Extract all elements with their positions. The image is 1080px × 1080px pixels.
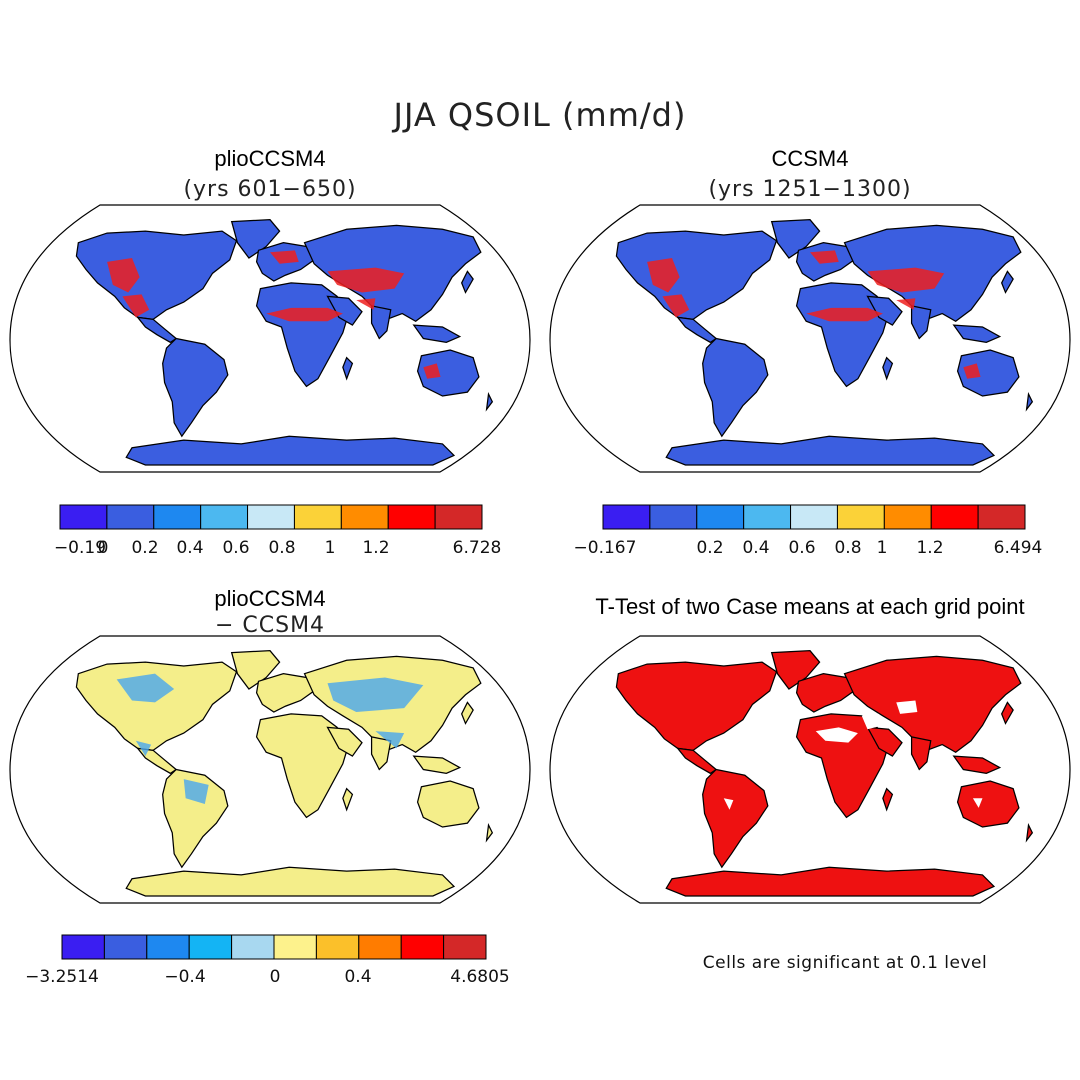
colorbar-swatch [106, 504, 155, 530]
colorbar: −3.2514 −0.4 0 0.4 4.6805 [25, 934, 510, 987]
colorbar-swatch [387, 504, 436, 530]
colorbar-tick-label: 4.6805 [450, 967, 509, 987]
colorbar: −0.167 0.2 0.4 0.6 0.8 1 1.2 6.494 [574, 504, 1043, 558]
colorbar-tick-label: 1 [877, 538, 888, 558]
colorbar-tick-label: 1 [325, 538, 336, 558]
colorbar-swatch [743, 504, 792, 530]
colorbar-tick-label: 6.728 [453, 538, 502, 558]
map-frame [549, 204, 1071, 473]
colorbar-swatch [649, 504, 698, 530]
colorbar-swatch [61, 934, 105, 960]
colorbar-tick-label: 0.8 [268, 538, 295, 558]
colorbar: −0.190 0.2 0.4 0.6 0.8 1 1.2 6.728 [54, 504, 502, 558]
colorbar-swatch [153, 504, 202, 530]
map-area [9, 204, 531, 473]
panel-diff: plioCCSM4 − CCSM4 −3.2514 −0.4 0 0.4 4.6805 [9, 586, 531, 987]
colorbar-swatch [696, 504, 745, 530]
colorbar-tick-label: −3.2514 [25, 967, 99, 987]
colorbar-swatch [836, 504, 885, 530]
map-frame [9, 204, 531, 473]
colorbar-swatch [273, 934, 317, 960]
panel-title: CCSM4 [771, 146, 848, 171]
colorbar-tick-label: 0.6 [788, 538, 815, 558]
colorbar-tick-label: 0.2 [696, 538, 723, 558]
map-frame [9, 635, 531, 904]
colorbar-swatch [400, 934, 445, 960]
colorbar-swatch [200, 504, 249, 530]
colorbar-tick-label: 6.494 [994, 538, 1043, 558]
colorbar-swatch [315, 934, 360, 960]
panel-subtitle: − CCSM4 [215, 613, 325, 638]
colorbar-tick-label: 0.4 [176, 538, 203, 558]
panel-title: plioCCSM4 [214, 146, 325, 171]
colorbar-tick-label: −0.19 [54, 538, 106, 558]
panel-ttest: T-Test of two Case means at each grid po… [549, 594, 1071, 973]
colorbar-swatch [434, 504, 483, 530]
colorbar-tick-label: 0.8 [834, 538, 861, 558]
significance-note: Cells are significant at 0.1 level [703, 953, 987, 973]
map-area [549, 204, 1071, 473]
panel-subtitle: (yrs 1251−1300) [708, 177, 911, 202]
map-frame [549, 635, 1071, 904]
colorbar-tick-label: 0.6 [222, 538, 249, 558]
map-area [9, 635, 531, 904]
panel-title: plioCCSM4 [214, 586, 325, 611]
colorbar-swatch [602, 504, 651, 530]
main-title: JJA QSOIL (mm/d) [392, 96, 687, 134]
colorbar-swatch [790, 504, 838, 530]
colorbar-swatch [231, 934, 275, 960]
panel-subtitle: (yrs 601−650) [183, 177, 356, 202]
colorbar-tick-label: −0.167 [574, 538, 637, 558]
colorbar-tick-label: 0 [270, 967, 281, 987]
panel-ccsm4: CCSM4 (yrs 1251−1300) −0.167 0.2 0.4 0.6 0.8… [549, 146, 1071, 558]
panel-plio: plioCCSM4 (yrs 601−650) −0.190 0.2 0.4 0.6 0… [9, 146, 531, 558]
map-area [549, 635, 1071, 904]
colorbar-tick-label: 0.2 [131, 538, 158, 558]
colorbar-tick-label: 0 [98, 538, 109, 558]
colorbar-swatch [883, 504, 932, 530]
colorbar-tick-label: 1.2 [916, 538, 943, 558]
colorbar-swatch [146, 934, 190, 960]
colorbar-swatch [930, 504, 979, 530]
colorbar-tick-label: 1.2 [362, 538, 389, 558]
colorbar-swatch [977, 504, 1026, 530]
colorbar-swatch [247, 504, 295, 530]
panel-title: T-Test of two Case means at each grid po… [595, 594, 1024, 619]
colorbar-swatch [443, 934, 487, 960]
land-mass [615, 649, 1034, 897]
colorbar-swatch [59, 504, 108, 530]
colorbar-tick-label: 0.4 [344, 967, 371, 987]
colorbar-tick-label: 0.4 [742, 538, 769, 558]
colorbar-tick-label: −0.4 [164, 967, 205, 987]
colorbar-swatch [103, 934, 148, 960]
colorbar-swatch [293, 504, 342, 530]
colorbar-swatch [340, 504, 389, 530]
colorbar-swatch [358, 934, 402, 960]
colorbar-swatch [188, 934, 233, 960]
